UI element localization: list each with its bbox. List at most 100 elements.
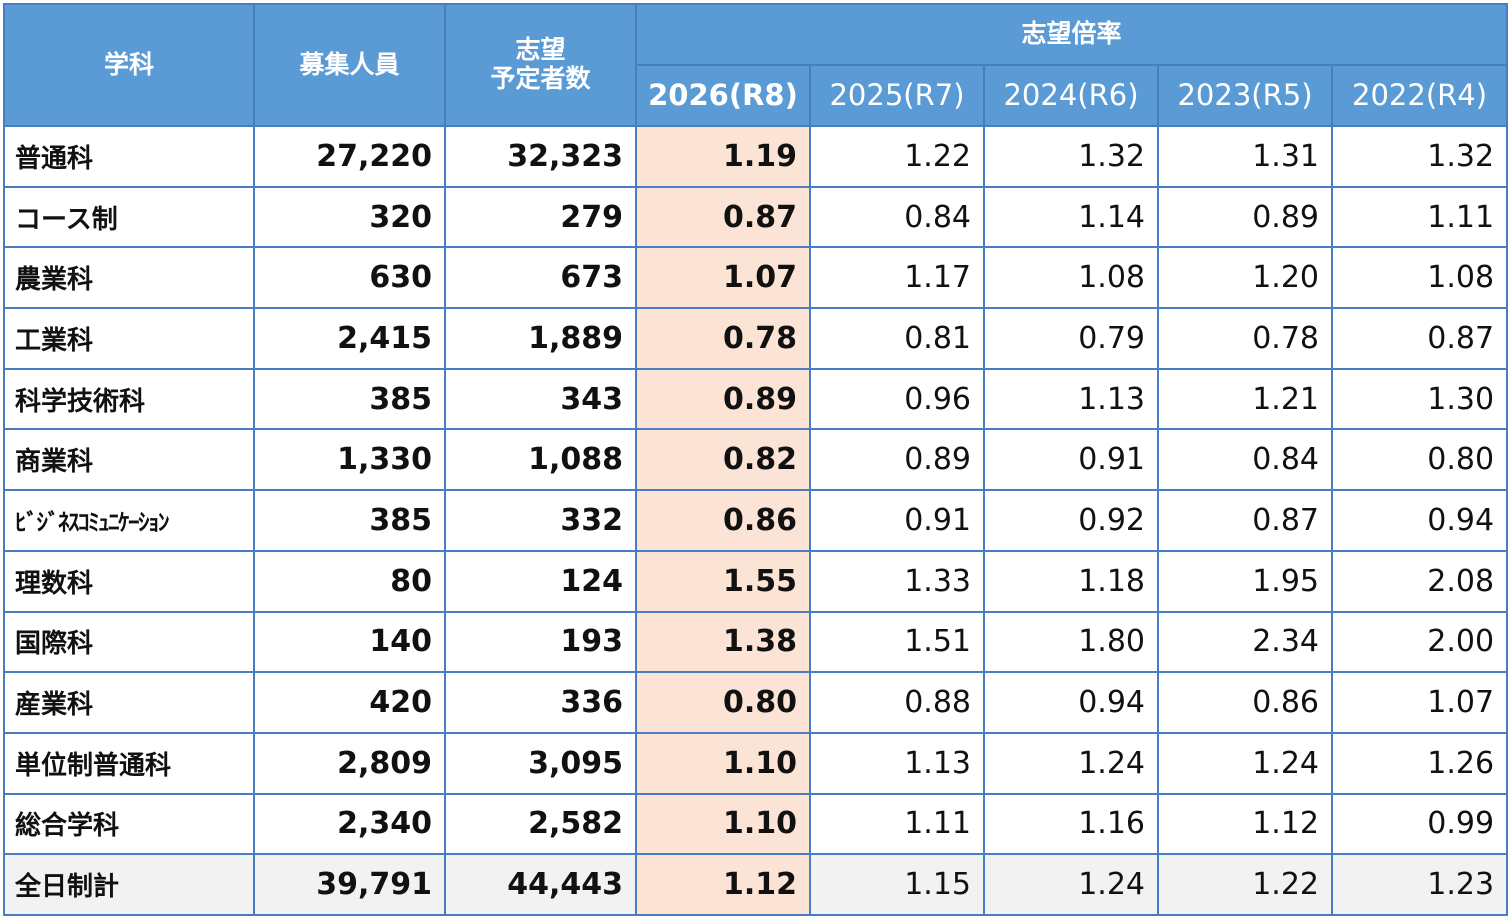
ratio-cell: 1.13 — [983, 367, 1159, 431]
capacity-cell: 2,415 — [253, 307, 446, 370]
capacity-cell: 630 — [253, 246, 446, 310]
ratio-cell: 0.84 — [809, 185, 985, 249]
ratio-cell: 0.91 — [809, 489, 985, 552]
ratio-current-cell: 1.10 — [635, 731, 811, 795]
ratio-current-cell: 0.82 — [635, 428, 811, 492]
header-year: 2023(R5) — [1157, 64, 1333, 127]
ratio-current-cell: 0.86 — [635, 489, 811, 552]
table-body: 普通科 27,220 32,323 1.19 1.22 1.32 1.31 1.32 コース制 3… — [3, 125, 1509, 916]
header-year: 2026(R8) — [635, 64, 811, 127]
table-row: 理数科 80 124 1.55 1.33 1.18 1.95 2.08 — [3, 549, 1509, 613]
ratio-cell: 0.96 — [809, 367, 985, 431]
ratio-cell: 1.30 — [1330, 367, 1509, 431]
ratio-cell: 1.33 — [809, 549, 985, 613]
ratio-cell: 0.81 — [809, 307, 985, 370]
header-ratio: 志望倍率 — [634, 3, 1509, 66]
applicants-cell: 336 — [444, 671, 637, 734]
ratio-cell: 1.14 — [983, 185, 1159, 249]
ratio-cell: 2.00 — [1330, 610, 1509, 674]
ratio-cell: 0.84 — [1157, 428, 1333, 492]
applicants-cell: 124 — [444, 549, 637, 613]
ratio-current-cell: 1.55 — [635, 549, 811, 613]
table-row: 工業科 2,415 1,889 0.78 0.81 0.79 0.78 0.87 — [3, 307, 1509, 370]
ratio-cell: 1.17 — [809, 246, 985, 310]
ratio-cell: 0.94 — [983, 671, 1159, 734]
ratio-cell: 1.18 — [983, 549, 1159, 613]
table-row: 産業科 420 336 0.80 0.88 0.94 0.86 1.07 — [3, 671, 1509, 734]
table-header: 学科 募集人員 志望 予定者数 志望倍率 2026(R8) 2025(R7) 2… — [3, 3, 1509, 127]
ratio-cell: 1.16 — [983, 792, 1159, 856]
ratio-cell: 0.86 — [1157, 671, 1333, 734]
capacity-cell: 385 — [253, 489, 446, 552]
capacity-cell: 27,220 — [253, 125, 446, 188]
ratio-cell: 0.87 — [1157, 489, 1333, 552]
ratio-cell: 0.79 — [983, 307, 1159, 370]
dept-name-cell: 普通科 — [3, 125, 255, 188]
dept-name-cell: 単位制普通科 — [3, 731, 255, 795]
applicants-cell: 1,889 — [444, 307, 637, 370]
header-applicants: 志望 予定者数 — [444, 3, 637, 127]
dept-name-cell: 国際科 — [3, 610, 255, 674]
ratio-cell: 2.34 — [1157, 610, 1333, 674]
ratio-cell: 1.22 — [809, 125, 985, 188]
ratio-cell: 1.26 — [1330, 731, 1509, 795]
header-capacity: 募集人員 — [253, 3, 446, 127]
ratio-cell: 1.51 — [809, 610, 985, 674]
table-row: コース制 320 279 0.87 0.84 1.14 0.89 1.11 — [3, 185, 1509, 249]
dept-name-cell: 商業科 — [3, 428, 255, 492]
ratio-cell: 1.08 — [1330, 246, 1509, 310]
table-row: 総合学科 2,340 2,582 1.10 1.11 1.16 1.12 0.99 — [3, 792, 1509, 856]
ratio-cell: 1.23 — [1330, 853, 1509, 916]
applicants-cell: 3,095 — [444, 731, 637, 795]
ratio-cell: 1.24 — [983, 853, 1159, 916]
dept-name-cell: 農業科 — [3, 246, 255, 310]
dept-name-cell: コース制 — [3, 185, 255, 249]
capacity-cell: 2,340 — [253, 792, 446, 856]
ratio-current-cell: 1.07 — [635, 246, 811, 310]
ratio-current-cell: 1.10 — [635, 792, 811, 856]
application-ratio-table: 学科 募集人員 志望 予定者数 志望倍率 2026(R8) 2025(R7) 2… — [3, 3, 1509, 916]
ratio-cell: 0.92 — [983, 489, 1159, 552]
header-dept: 学科 — [3, 3, 255, 127]
table-row: 科学技術科 385 343 0.89 0.96 1.13 1.21 1.30 — [3, 367, 1509, 431]
ratio-cell: 0.80 — [1330, 428, 1509, 492]
ratio-cell: 1.07 — [1330, 671, 1509, 734]
capacity-cell: 80 — [253, 549, 446, 613]
header-year: 2024(R6) — [983, 64, 1159, 127]
ratio-cell: 0.91 — [983, 428, 1159, 492]
capacity-cell: 385 — [253, 367, 446, 431]
dept-name-cell: 工業科 — [3, 307, 255, 370]
ratio-cell: 1.11 — [1330, 185, 1509, 249]
applicants-cell: 44,443 — [444, 853, 637, 916]
applicants-cell: 343 — [444, 367, 637, 431]
applicants-cell: 193 — [444, 610, 637, 674]
ratio-cell: 0.94 — [1330, 489, 1509, 552]
ratio-cell: 1.12 — [1157, 792, 1333, 856]
ratio-cell: 0.89 — [809, 428, 985, 492]
ratio-cell: 1.15 — [809, 853, 985, 916]
ratio-current-cell: 0.87 — [635, 185, 811, 249]
ratio-cell: 0.88 — [809, 671, 985, 734]
dept-name-cell: 科学技術科 — [3, 367, 255, 431]
header-year: 2022(R4) — [1330, 64, 1509, 127]
table-row: 単位制普通科 2,809 3,095 1.10 1.13 1.24 1.24 1.26 — [3, 731, 1509, 795]
ratio-current-cell: 0.78 — [635, 307, 811, 370]
table-row: 国際科 140 193 1.38 1.51 1.80 2.34 2.00 — [3, 610, 1509, 674]
applicants-cell: 32,323 — [444, 125, 637, 188]
table-row: 農業科 630 673 1.07 1.17 1.08 1.20 1.08 — [3, 246, 1509, 310]
applicants-cell: 2,582 — [444, 792, 637, 856]
header-year: 2025(R7) — [809, 64, 985, 127]
applicants-cell: 332 — [444, 489, 637, 552]
ratio-current-cell: 1.38 — [635, 610, 811, 674]
dept-name-cell: 総合学科 — [3, 792, 255, 856]
capacity-cell: 420 — [253, 671, 446, 734]
applicants-cell: 279 — [444, 185, 637, 249]
table-row: 普通科 27,220 32,323 1.19 1.22 1.32 1.31 1.32 — [3, 125, 1509, 188]
ratio-cell: 1.20 — [1157, 246, 1333, 310]
ratio-cell: 1.80 — [983, 610, 1159, 674]
ratio-current-cell: 0.80 — [635, 671, 811, 734]
ratio-current-cell: 1.19 — [635, 125, 811, 188]
ratio-cell: 1.21 — [1157, 367, 1333, 431]
applicants-cell: 673 — [444, 246, 637, 310]
ratio-cell: 0.99 — [1330, 792, 1509, 856]
